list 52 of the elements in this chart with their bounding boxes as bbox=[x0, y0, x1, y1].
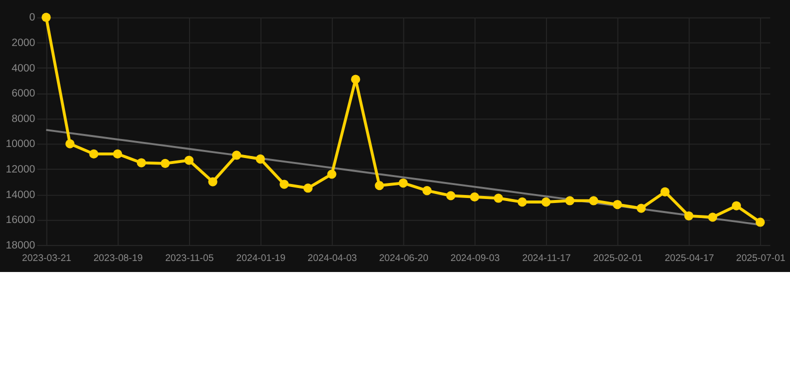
y-tick-label: 18000 bbox=[6, 239, 36, 252]
point bbox=[708, 212, 718, 222]
y-tick-label: 12000 bbox=[6, 163, 36, 176]
x-tick-label: 2024-01-19 bbox=[236, 252, 286, 264]
x-tick-label: 2023-03-21 bbox=[22, 252, 72, 264]
x-tick-label: 2023-11-05 bbox=[165, 252, 214, 264]
point bbox=[541, 197, 551, 207]
x-tick-label: 2024-11-17 bbox=[522, 252, 571, 264]
x-tick-label: 2023-08-19 bbox=[93, 252, 143, 264]
point bbox=[160, 158, 170, 168]
y-tick-label: 10000 bbox=[6, 138, 36, 150]
y-tick-label: 8000 bbox=[12, 112, 36, 125]
point bbox=[660, 187, 670, 196]
point bbox=[756, 218, 765, 227]
point bbox=[136, 158, 146, 168]
y-tick-label: 16000 bbox=[6, 214, 36, 226]
point bbox=[636, 204, 646, 213]
y-tick-label: 0 bbox=[29, 12, 36, 24]
x-tick-label: 2025-04-17 bbox=[664, 252, 714, 264]
point bbox=[65, 139, 75, 148]
point bbox=[351, 74, 360, 84]
x-tick-label: 2024-09-03 bbox=[450, 252, 500, 264]
point bbox=[612, 200, 622, 210]
point bbox=[470, 192, 480, 202]
point bbox=[256, 154, 265, 164]
point bbox=[732, 201, 741, 210]
y-tick-label: 4000 bbox=[12, 62, 36, 74]
point bbox=[303, 184, 313, 193]
x-tick-label: 2025-07-01 bbox=[736, 252, 786, 264]
point bbox=[327, 170, 336, 179]
point bbox=[374, 180, 384, 190]
y-tick-label: 14000 bbox=[6, 188, 36, 201]
y-tick-label: 6000 bbox=[12, 88, 36, 100]
point bbox=[589, 196, 598, 206]
point bbox=[518, 197, 527, 207]
point bbox=[42, 12, 51, 22]
point bbox=[89, 149, 98, 159]
point bbox=[446, 191, 456, 200]
x-tick-label: 2025-02-01 bbox=[593, 252, 643, 264]
point bbox=[422, 186, 432, 196]
point bbox=[494, 194, 503, 203]
point bbox=[280, 180, 289, 189]
point bbox=[565, 196, 574, 206]
x-tick-label: 2024-04-03 bbox=[308, 252, 357, 264]
point bbox=[232, 150, 242, 160]
point bbox=[184, 156, 194, 165]
point bbox=[113, 149, 122, 159]
y-tick-label: 2000 bbox=[12, 37, 36, 50]
point bbox=[208, 177, 218, 186]
point bbox=[398, 178, 408, 188]
point bbox=[684, 211, 694, 220]
x-tick-label: 2024-06-20 bbox=[379, 252, 428, 264]
